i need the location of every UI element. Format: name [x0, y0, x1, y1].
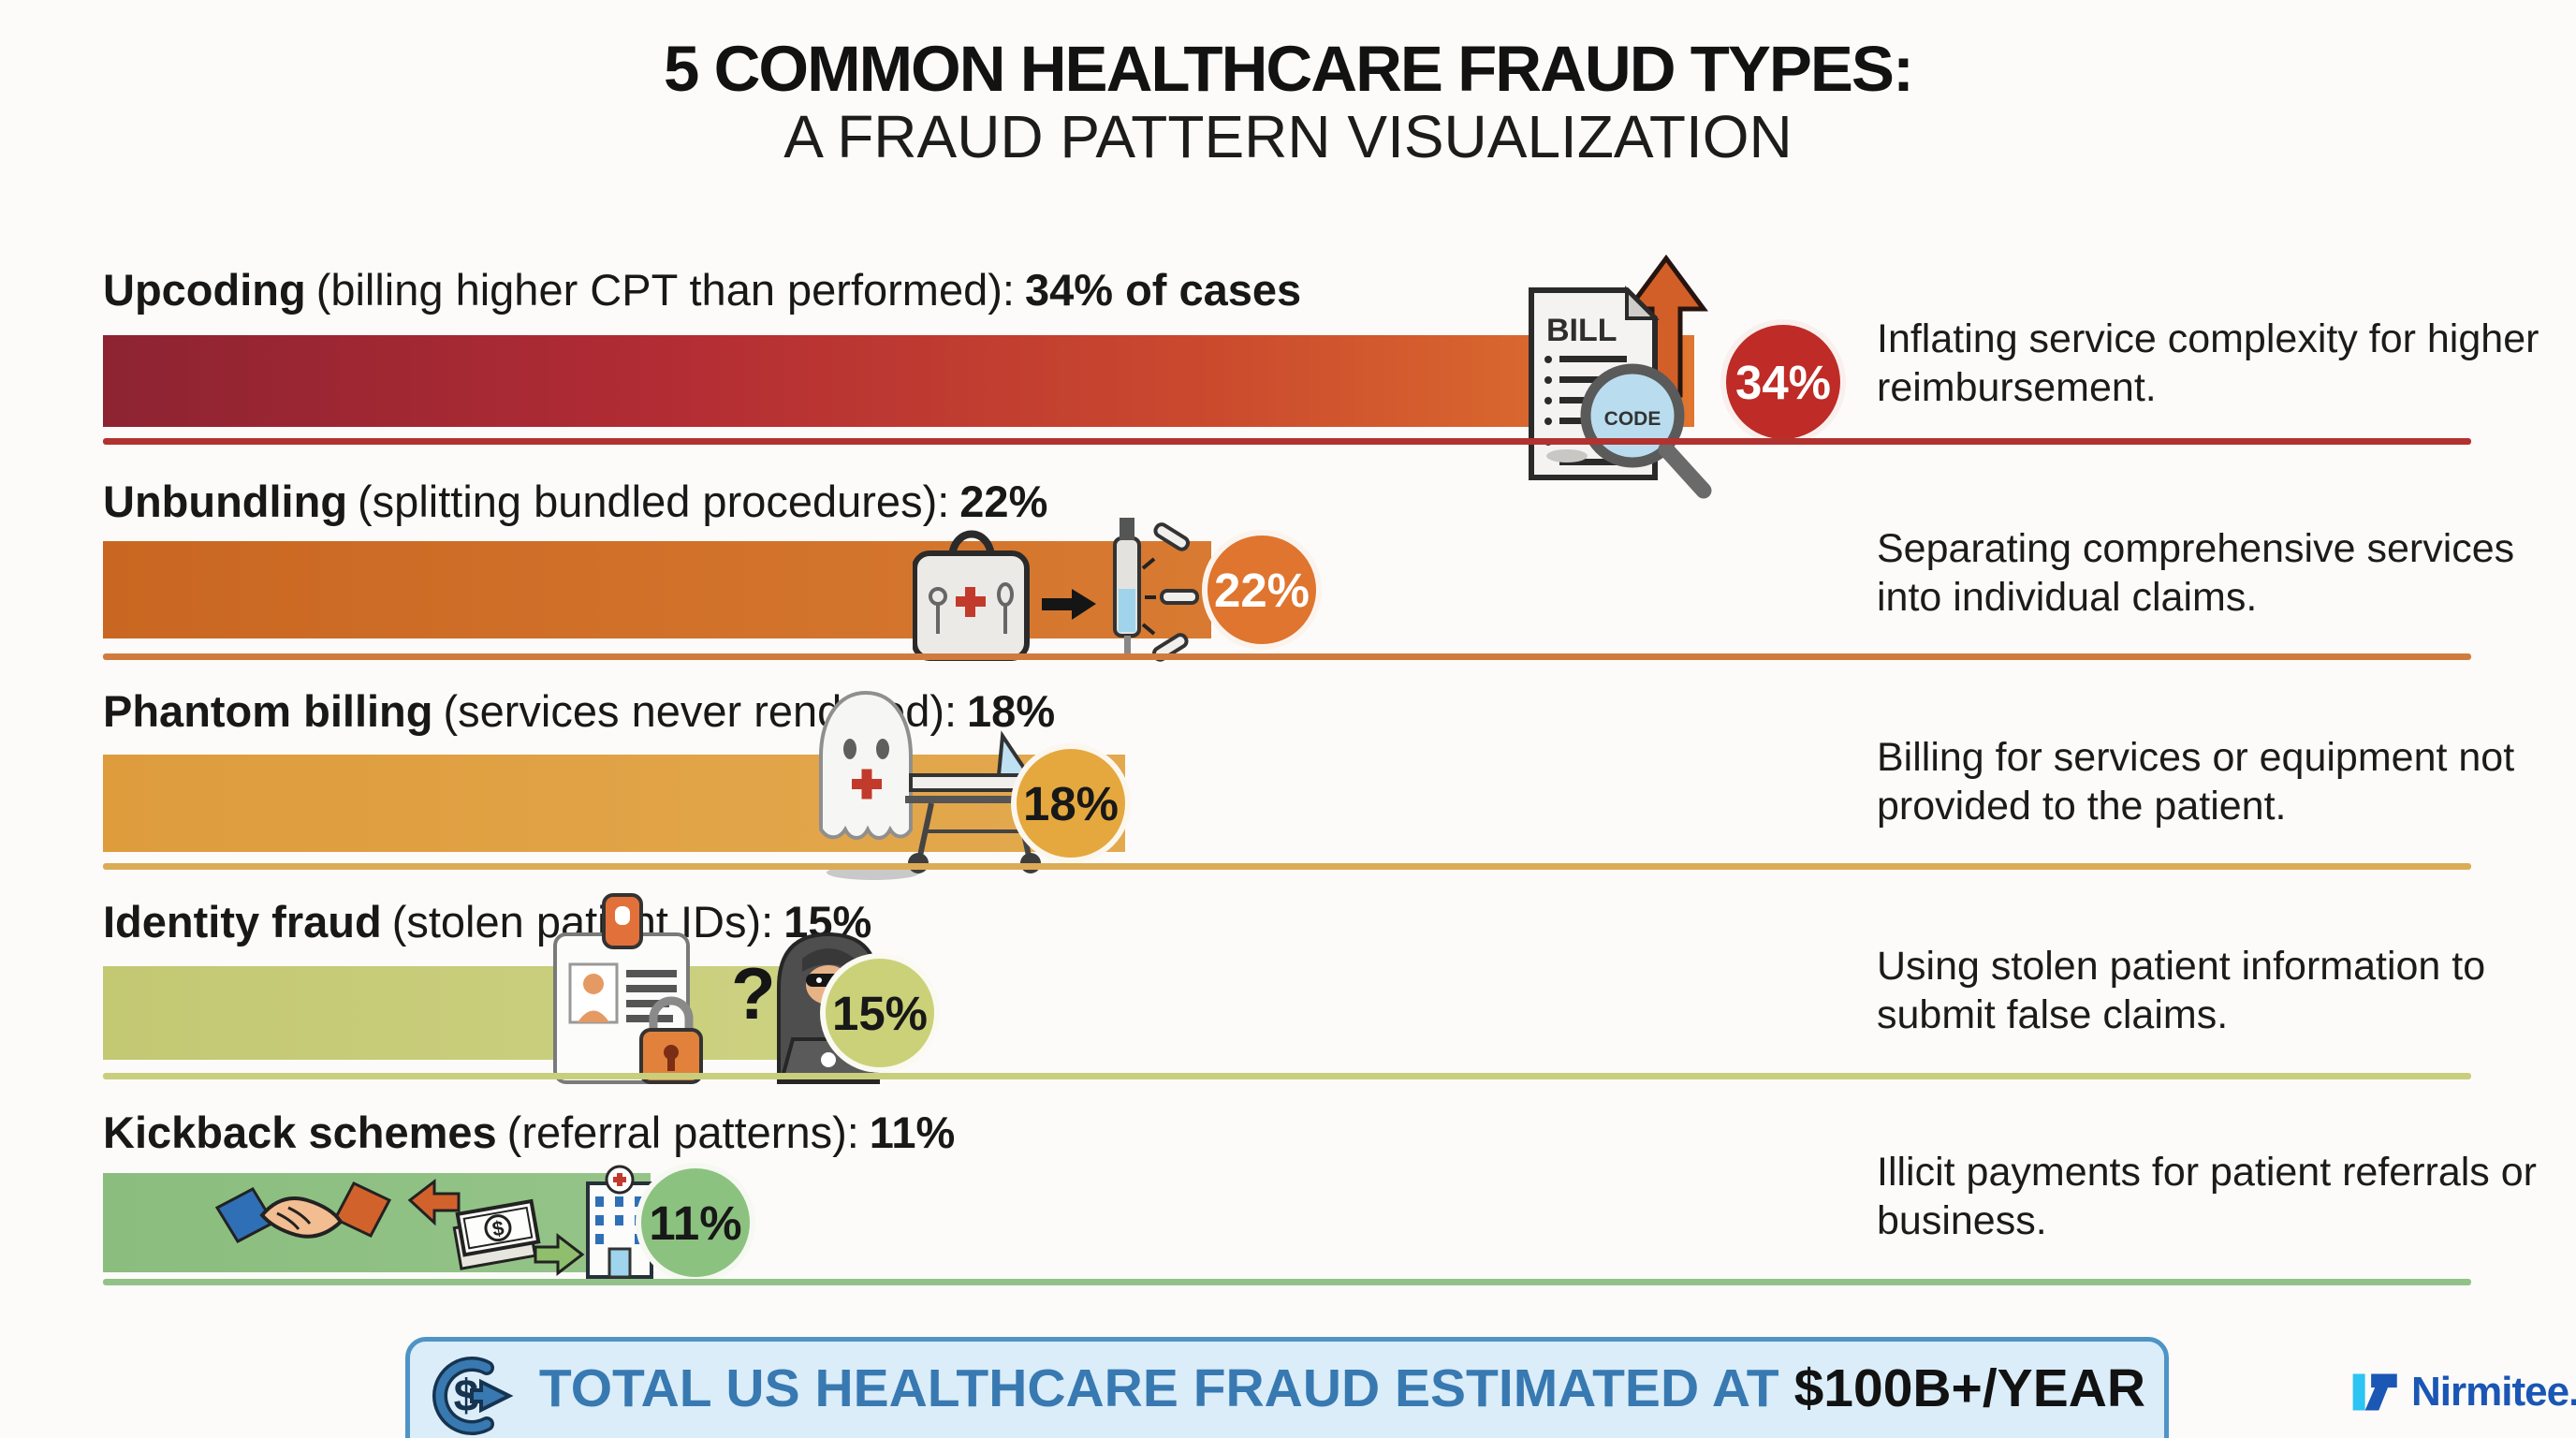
separator — [103, 653, 2471, 660]
desc-phantom-billing: Billing for services or equipment not pr… — [1877, 735, 2515, 829]
fraud-type-name: Upcoding — [103, 265, 306, 315]
svg-text:?: ? — [731, 952, 776, 1034]
pct-badge-upcoding: 34% — [1720, 319, 1846, 445]
desc-upcoding: Inflating service complexity for higher … — [1877, 316, 2539, 411]
fraud-type-name: Kickback schemes — [103, 1108, 497, 1157]
separator — [103, 1279, 2471, 1285]
fraud-type-name: Unbundling — [103, 477, 348, 526]
separator — [103, 1073, 2471, 1079]
fraud-type-detail: (billing higher CPT than performed): — [315, 265, 1015, 315]
pct-value: 15% — [831, 986, 929, 1040]
ghost-gurney-icon — [819, 690, 1041, 880]
separator — [103, 863, 2471, 870]
fraud-type-value: 34% of cases — [1024, 265, 1302, 315]
bar-upcoding — [103, 335, 1694, 427]
dollar-arrow-icon: $ — [432, 1357, 514, 1435]
pct-value: 22% — [1213, 563, 1310, 617]
fraud-type-value: 18% — [967, 686, 1056, 736]
svg-text:BILL: BILL — [1546, 313, 1617, 348]
fraud-type-name: Phantom billing — [103, 686, 433, 736]
pct-badge-phantom-billing: 18% — [1011, 743, 1131, 863]
first-aid-kit-split-icon — [913, 518, 1199, 662]
bill-code-magnifier-icon: BILL CODE — [1529, 255, 1712, 499]
pct-value: 11% — [649, 1196, 742, 1250]
total-fraud-banner: $ TOTAL US HEALTHCARE FRAUD ESTIMATED AT… — [405, 1337, 2169, 1438]
bar-identity-fraud — [103, 966, 842, 1060]
fraud-type-name: Identity fraud — [103, 897, 382, 946]
banner-text-amount: $100B+/YEAR — [1793, 1358, 2146, 1418]
pct-badge-identity-fraud: 15% — [820, 953, 940, 1073]
brand-logo: Nirmitee.io — [2351, 1369, 2576, 1416]
row-label-kickback-schemes: Kickback schemes (referral patterns): 11% — [103, 1107, 955, 1158]
desc-identity-fraud: Using stolen patient information to subm… — [1877, 944, 2486, 1038]
pct-value: 18% — [1022, 776, 1120, 830]
desc-unbundling: Separating comprehensive services into i… — [1877, 526, 2515, 621]
page-title: 5 COMMON HEALTHCARE FRAUD TYPES: — [664, 33, 1914, 105]
pct-badge-kickback-schemes: 11% — [636, 1163, 755, 1283]
page-subtitle: A FRAUD PATTERN VISUALIZATION — [783, 103, 1793, 171]
fraud-type-value: 22% — [959, 477, 1048, 526]
handshake-money-hospital-icon: $ — [215, 1165, 653, 1279]
svg-text:CODE: CODE — [1604, 408, 1661, 430]
row-label-upcoding: Upcoding (billing higher CPT than perform… — [103, 264, 1301, 315]
banner-text-blue: TOTAL US HEALTHCARE FRAUD ESTIMATED AT — [538, 1358, 1779, 1418]
fraud-type-detail: (referral patterns): — [506, 1108, 859, 1157]
pct-value: 34% — [1734, 355, 1832, 409]
fraud-type-value: 11% — [869, 1108, 956, 1157]
separator — [103, 438, 2471, 445]
row-label-unbundling: Unbundling (splitting bundled procedures)… — [103, 476, 1047, 527]
title-block: 5 COMMON HEALTHCARE FRAUD TYPES: A FRAUD… — [0, 33, 2576, 172]
svg-text:$: $ — [490, 1216, 505, 1241]
fraud-type-detail: (splitting bundled procedures): — [358, 477, 950, 526]
row-label-identity-fraud: Identity fraud (stolen patient IDs): 15% — [103, 896, 871, 947]
desc-kickback-schemes: Illicit payments for patient referrals o… — [1877, 1150, 2537, 1244]
nirmitee-logo-icon — [2352, 1373, 2397, 1411]
pct-badge-unbundling: 22% — [1202, 530, 1322, 650]
brand-name: Nirmitee.io — [2411, 1369, 2576, 1415]
